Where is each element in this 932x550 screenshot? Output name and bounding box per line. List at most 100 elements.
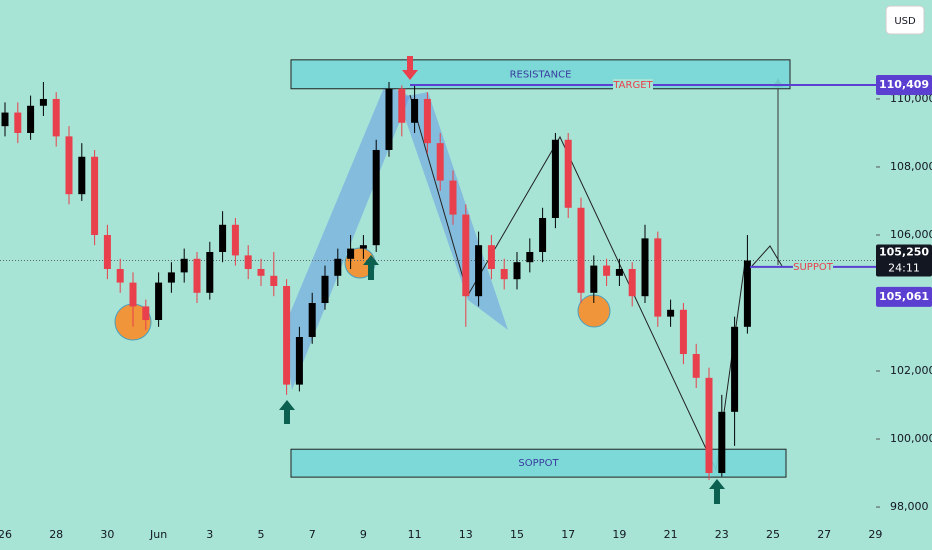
candle-body — [167, 272, 175, 283]
down-arrow — [402, 56, 418, 80]
candle-body — [116, 268, 124, 283]
y-tick-label: 106,000 — [890, 228, 932, 241]
candle-body — [270, 275, 278, 286]
candle-body — [411, 98, 419, 123]
candle-body — [91, 156, 99, 235]
price-label: 105,061 — [879, 290, 929, 303]
zone — [290, 59, 791, 90]
zone-label: RESISTANCE — [510, 69, 572, 80]
candle-body — [743, 260, 751, 327]
candle-body — [462, 214, 470, 297]
candle-body — [590, 265, 598, 293]
x-tick-label: 29 — [868, 528, 882, 541]
price-label: 105,250 — [879, 245, 929, 258]
candle-body — [615, 268, 623, 276]
candle-body — [334, 258, 342, 276]
x-tick-label: 21 — [664, 528, 678, 541]
candle-body — [65, 136, 73, 195]
x-tick-label: 9 — [360, 528, 367, 541]
x-tick-label: 15 — [510, 528, 524, 541]
candle-body — [398, 88, 406, 123]
x-tick-label: 25 — [766, 528, 780, 541]
candle-body — [347, 248, 355, 259]
level-text: TARGET — [612, 80, 653, 91]
pattern-line — [409, 94, 746, 472]
candle-body — [103, 234, 111, 269]
price-label-bg — [876, 75, 932, 96]
candle-body — [219, 224, 227, 252]
candle-body — [308, 302, 316, 338]
countdown: 24:11 — [888, 261, 920, 274]
candle-body — [206, 251, 214, 293]
candle-body — [564, 139, 572, 208]
candle-body — [295, 337, 303, 385]
y-tick-label: 102,000 — [890, 364, 932, 377]
candle-body — [679, 309, 687, 355]
level-text: SUPPOT — [793, 262, 834, 273]
price-label-bg — [876, 286, 932, 307]
x-tick-label: Jun — [149, 528, 167, 541]
x-tick-label: 7 — [309, 528, 316, 541]
candle-body — [129, 282, 137, 307]
candle-body — [180, 258, 188, 273]
up-arrow — [279, 400, 295, 424]
candle-body — [321, 275, 329, 303]
candle-body — [577, 207, 585, 293]
candle-body — [475, 245, 483, 297]
x-tick-label: 13 — [459, 528, 473, 541]
x-tick-label: 28 — [49, 528, 63, 541]
candle-body — [1, 112, 9, 127]
candle-body — [372, 149, 380, 246]
price-label: 110,409 — [879, 78, 929, 91]
y-tick-label: 108,000 — [890, 160, 932, 173]
candle-body — [449, 180, 457, 215]
price-label-bg — [876, 244, 932, 277]
y-tick-label: 110,000 — [890, 92, 932, 105]
x-tick-label: 17 — [561, 528, 575, 541]
candle-body — [283, 285, 291, 385]
x-tick-label: 19 — [612, 528, 626, 541]
candle-body — [257, 268, 265, 276]
candle-body — [78, 156, 86, 195]
candle-body — [705, 377, 713, 474]
up-arrow — [363, 255, 379, 280]
candle-body — [718, 411, 726, 474]
candle-body — [142, 306, 150, 321]
candle-body — [731, 326, 739, 412]
candle-body — [641, 238, 649, 297]
candle-body — [628, 268, 636, 297]
candle-body — [654, 238, 662, 317]
x-tick-label: 27 — [817, 528, 831, 541]
x-tick-label: 26 — [0, 528, 12, 541]
candle-body — [526, 251, 534, 263]
candle-body — [193, 258, 201, 293]
level-text-bg — [613, 79, 653, 92]
candle-body — [14, 112, 22, 133]
candle-body — [359, 245, 367, 249]
candle-body — [487, 245, 495, 269]
candle-body — [539, 217, 547, 252]
candle-body — [231, 224, 239, 256]
arrows — [279, 56, 725, 504]
currency-box — [885, 5, 925, 35]
zone — [290, 448, 787, 478]
up-arrow — [709, 479, 725, 504]
candle-body — [692, 354, 700, 378]
candle-body — [423, 98, 431, 144]
candle-body — [500, 268, 508, 280]
candle-body — [27, 105, 35, 133]
candle-body — [385, 88, 393, 150]
candle-body — [155, 282, 163, 321]
y-tick-label: 98,000 — [890, 500, 929, 513]
candle-body — [551, 139, 559, 218]
candle-body — [436, 143, 444, 181]
x-tick-label: 11 — [408, 528, 422, 541]
candle-body — [603, 265, 611, 276]
y-tick-label: 100,000 — [890, 432, 932, 445]
zone-label: SOPPOT — [518, 458, 559, 469]
x-tick-label: 23 — [715, 528, 729, 541]
currency: USD — [894, 16, 916, 27]
x-tick-label: 3 — [206, 528, 213, 541]
candle-body — [667, 309, 675, 317]
